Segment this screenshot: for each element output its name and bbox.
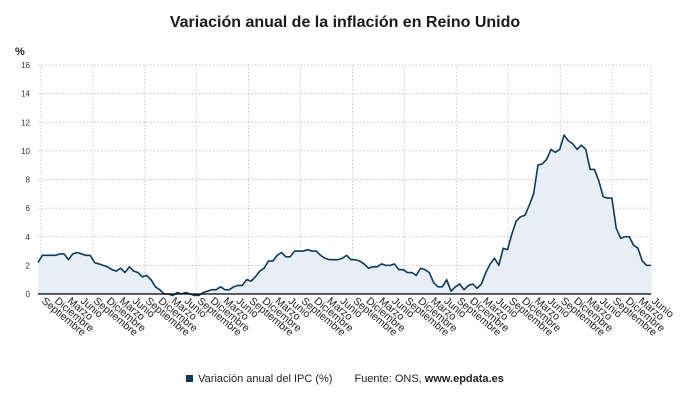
legend: Variación anual del IPC (%) Fuente: ONS, … — [0, 373, 690, 385]
chart-title: Variación anual de la inflación en Reino… — [169, 14, 521, 31]
series-area-fill — [38, 135, 651, 296]
source-text: Fuente: ONS, www.epdata.es — [354, 373, 503, 385]
series-line — [37, 134, 651, 297]
x-axis-tick-labels: SeptiembreDiciembreMarzoJunioSeptiembreD… — [39, 295, 676, 339]
legend-swatch-icon — [186, 375, 194, 382]
y-tick-label: 14 — [21, 90, 30, 99]
legend-series-label: Variación anual del IPC (%) — [198, 373, 333, 385]
source-site: www.epdata.es — [424, 373, 504, 385]
y-axis-unit-label: % — [15, 46, 25, 58]
y-tick-label: 16 — [21, 61, 30, 70]
y-tick-label: 0 — [26, 290, 31, 299]
y-axis-tick-labels: 0 2 4 6 8 10 12 14 16 — [21, 61, 30, 299]
y-tick-label: 6 — [26, 204, 31, 213]
source-prefix: Fuente: ONS, — [354, 373, 425, 385]
y-tick-label: 2 — [26, 261, 31, 270]
y-tick-label: 4 — [26, 233, 31, 242]
y-tick-label: 10 — [21, 147, 30, 156]
grid-lines — [38, 64, 652, 294]
legend-item-series: Variación anual del IPC (%) — [186, 373, 332, 385]
y-tick-label: 8 — [26, 176, 31, 185]
y-tick-label: 12 — [21, 118, 30, 127]
